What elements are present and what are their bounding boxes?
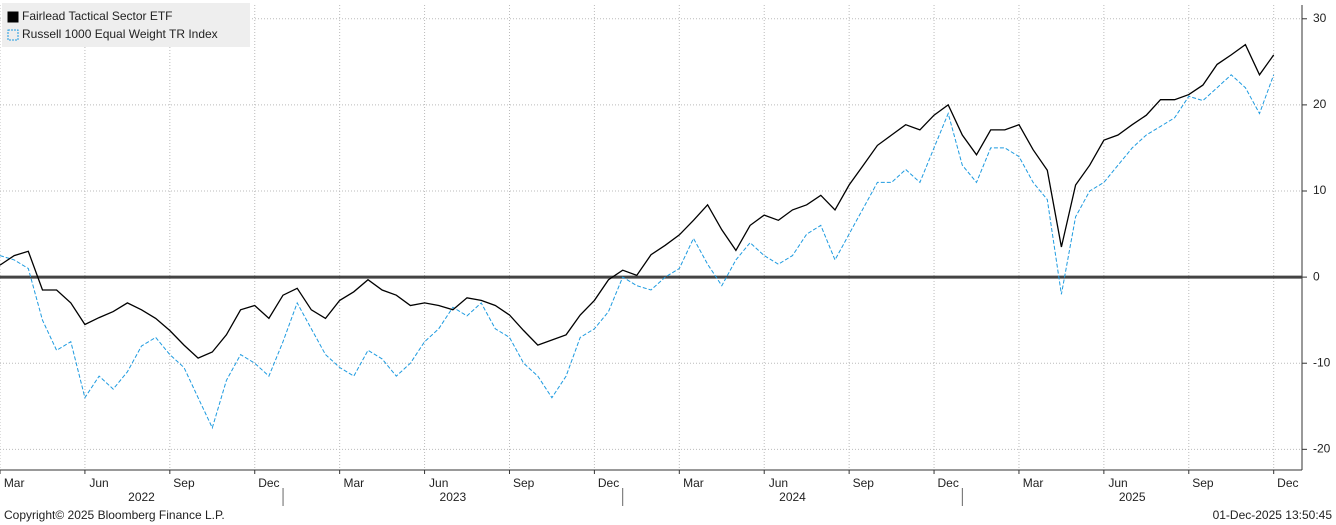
x-tick-label: Sep [1192,476,1214,490]
x-tick-label: Jun [89,476,108,490]
legend-label: Russell 1000 Equal Weight TR Index [22,27,218,41]
x-tick-label: Dec [1277,476,1298,490]
y-tick-label: 30 [1313,11,1327,25]
y-tick-label: -20 [1313,442,1331,456]
legend-swatch [7,29,19,41]
x-tick-label: Jun [769,476,788,490]
series-line [0,43,1275,359]
x-tick-label: Dec [258,476,279,490]
x-tick-label: Sep [513,476,535,490]
year-label: 2022 [128,490,155,504]
y-tick-label: 20 [1313,97,1327,111]
y-tick-label: 10 [1313,183,1327,197]
x-tick-label: Mar [4,476,25,490]
x-tick-label: Sep [853,476,875,490]
legend: Fairlead Tactical Sector ETF Russell 1000… [2,3,250,47]
copyright: Copyright© 2025 Bloomberg Finance L.P. [4,508,225,522]
year-label: 2023 [440,490,467,504]
year-label: 2024 [779,490,806,504]
x-tick-label: Jun [429,476,448,490]
x-tick-label: Jun [1108,476,1127,490]
x-tick-label: Mar [1023,476,1044,490]
legend-swatch [7,11,19,23]
year-label: 2025 [1119,490,1146,504]
x-tick-label: Mar [343,476,364,490]
y-tick-label: 0 [1313,269,1320,283]
series-line [0,74,1275,430]
timestamp: 01-Dec-2025 13:50:45 [1213,508,1333,522]
x-tick-label: Dec [598,476,619,490]
legend-box [2,3,250,47]
x-tick-label: Sep [173,476,195,490]
legend-label: Fairlead Tactical Sector ETF [22,9,173,23]
plot-area [0,5,1302,470]
x-tick-label: Dec [938,476,959,490]
y-tick-label: -10 [1313,355,1331,369]
x-tick-label: Mar [683,476,704,490]
